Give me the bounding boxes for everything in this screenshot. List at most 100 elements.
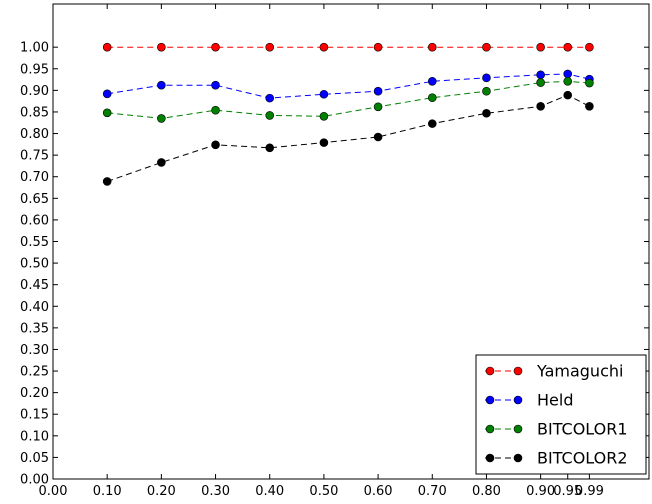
data-point — [157, 158, 166, 167]
x-tick-label: 0.50 — [309, 484, 338, 499]
y-tick-label: 0.85 — [20, 105, 49, 120]
data-point — [373, 86, 383, 96]
legend-marker — [513, 453, 523, 463]
data-point — [157, 42, 166, 52]
y-tick-label: 1.00 — [20, 41, 49, 56]
y-tick-label: 0.50 — [20, 257, 49, 272]
x-tick-label: 0.60 — [364, 484, 393, 499]
series-yamaguchi — [102, 42, 594, 52]
data-point — [211, 105, 220, 115]
x-tick-label: 0.20 — [147, 484, 176, 499]
data-point — [427, 93, 437, 103]
legend-item: BITCOLOR2 — [485, 449, 628, 468]
x-tick-label: 0.30 — [201, 484, 230, 499]
y-tick-label: 0.35 — [20, 321, 49, 336]
data-point — [427, 76, 437, 86]
data-point — [482, 42, 491, 52]
data-point — [585, 78, 594, 88]
x-axis: 0.00 0.10 0.20 0.30 0.40 0.50 0.60 0.70 0.80 0.90… — [39, 4, 604, 499]
data-point — [102, 42, 112, 52]
data-point — [265, 111, 275, 120]
y-tick-label: 0.90 — [20, 84, 49, 99]
data-point — [319, 89, 329, 99]
legend-marker — [513, 395, 523, 405]
y-tick-label: 0.55 — [20, 235, 49, 250]
data-point — [265, 42, 275, 52]
data-point — [319, 138, 329, 147]
data-point — [536, 78, 545, 87]
legend-marker — [485, 395, 495, 405]
x-tick-label: 0.99 — [575, 484, 604, 499]
x-tick-label: 0.95 — [553, 484, 582, 499]
legend-label: BITCOLOR2 — [537, 449, 628, 468]
y-tick-label: 0.75 — [20, 149, 49, 164]
legend-label: Yamaguchi — [536, 362, 623, 381]
y-tick-label: 0.20 — [20, 386, 49, 401]
data-point — [157, 80, 166, 90]
x-tick-label: 0.70 — [418, 484, 447, 499]
legend-marker — [485, 366, 495, 376]
data-point — [536, 70, 545, 80]
x-tick-label: 0.40 — [255, 484, 284, 499]
y-tick-label: 0.15 — [20, 408, 49, 423]
data-point — [563, 90, 573, 100]
x-tick-label: 0.90 — [526, 484, 555, 499]
legend-label: BITCOLOR1 — [537, 420, 628, 439]
x-tick-label: 0.10 — [93, 484, 122, 499]
data-point — [563, 42, 573, 52]
data-point — [427, 119, 437, 128]
y-tick-label: 0.70 — [20, 170, 49, 185]
series-line — [107, 94, 590, 182]
y-axis: 0.00 0.05 0.10 0.15 0.20 0.25 0.30 0.35 0.40 0.45… — [20, 41, 649, 488]
series-bitcolor2 — [102, 90, 594, 186]
data-point — [157, 114, 166, 123]
legend-box — [475, 354, 647, 475]
y-tick-label: 0.10 — [20, 429, 49, 444]
y-tick-label: 0.05 — [20, 451, 49, 466]
legend-item: Yamaguchi — [485, 362, 623, 381]
data-point — [563, 69, 573, 79]
y-tick-label: 0.65 — [20, 192, 49, 207]
legend: Yamaguchi Held BITCOLOR1 BITCOLOR2 — [475, 354, 647, 475]
y-tick-label: 0.00 — [20, 473, 49, 488]
x-tick-label: 0.00 — [39, 484, 68, 499]
data-point — [102, 89, 112, 99]
data-point — [265, 93, 275, 103]
legend-marker — [513, 366, 523, 376]
data-point — [211, 42, 220, 52]
y-tick-label: 0.40 — [20, 300, 49, 315]
data-point — [319, 111, 329, 121]
data-point — [585, 102, 594, 111]
y-tick-label: 0.80 — [20, 127, 49, 142]
series-layer — [102, 42, 594, 186]
legend-marker — [485, 453, 495, 463]
legend-label: Held — [537, 391, 573, 410]
data-point — [211, 80, 220, 90]
y-tick-label: 0.95 — [20, 62, 49, 77]
data-point — [373, 102, 383, 112]
series-held — [102, 69, 594, 103]
data-point — [536, 42, 545, 52]
y-tick-label: 0.60 — [20, 213, 49, 228]
data-point — [585, 42, 594, 52]
data-point — [482, 86, 491, 96]
series-bitcolor1 — [102, 76, 594, 123]
legend-marker — [513, 424, 523, 434]
data-point — [482, 73, 491, 83]
data-point — [427, 42, 437, 52]
data-point — [102, 177, 112, 186]
legend-item: Held — [485, 391, 573, 410]
data-point — [319, 42, 329, 52]
data-point — [373, 42, 383, 52]
y-tick-label: 0.30 — [20, 343, 49, 358]
y-tick-label: 0.45 — [20, 278, 49, 293]
x-tick-label: 0.80 — [472, 484, 501, 499]
legend-marker — [485, 424, 495, 434]
data-point — [563, 76, 573, 86]
data-point — [211, 140, 220, 150]
data-point — [265, 143, 275, 153]
data-point — [482, 108, 491, 118]
y-tick-label: 0.25 — [20, 365, 49, 380]
data-point — [536, 102, 545, 111]
